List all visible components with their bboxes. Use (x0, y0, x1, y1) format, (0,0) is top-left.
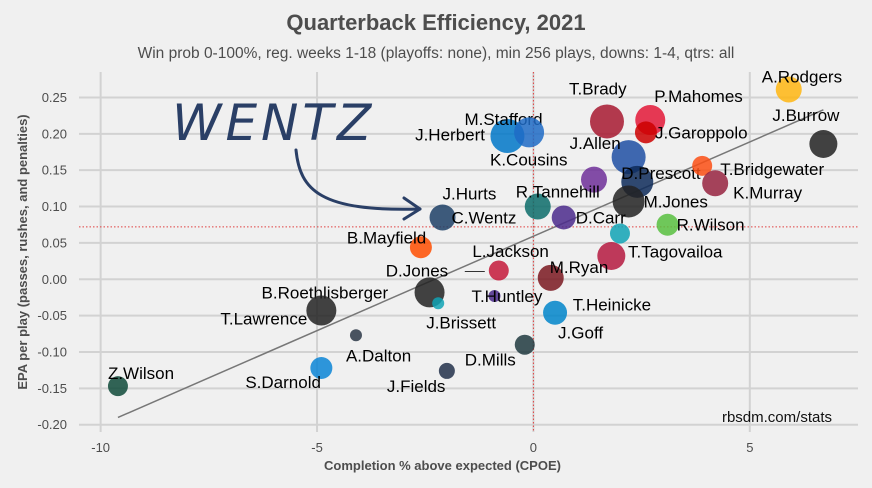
point-label: A.Rodgers (762, 67, 842, 86)
x-tick-label: 5 (746, 440, 753, 455)
data-point (612, 185, 645, 218)
data-point (488, 290, 501, 302)
data-point (310, 357, 333, 379)
point-label: D.Carr (576, 208, 626, 227)
point-label: J.Allen (570, 134, 621, 153)
point-label: K.Murray (733, 183, 802, 202)
point-label: J.Burrow (772, 106, 840, 125)
data-point (432, 297, 445, 310)
x-tick-label: -5 (311, 440, 323, 455)
y-tick-label: -0.20 (37, 417, 67, 432)
data-point (611, 140, 646, 175)
data-point (589, 104, 624, 139)
y-tick-label: 0.20 (42, 126, 67, 141)
data-point (543, 300, 568, 325)
chart-subtitle: Win prob 0-100%, reg. weeks 1-18 (playof… (137, 45, 735, 62)
point-label: P.Mahomes (654, 87, 743, 106)
y-tick-label: 0.10 (42, 199, 67, 214)
point-label: L.Jackson (472, 242, 549, 261)
data-point (514, 117, 545, 148)
point-label: J.Garoppolo (655, 123, 748, 142)
data-point (107, 376, 128, 397)
point-label: J.Fields (387, 377, 446, 396)
point-label: C.Wentz (452, 208, 517, 227)
point-label: T.Bridgewater (720, 160, 824, 179)
credit-text: rbsdm.com/stats (722, 409, 832, 426)
y-tick-label: -0.15 (37, 381, 67, 396)
point-label: T.Lawrence (220, 310, 307, 329)
data-point (634, 121, 657, 144)
handwritten-annotation: WENTZ (172, 94, 375, 152)
y-tick-label: 0.25 (42, 90, 67, 105)
point-label: K.Cousins (490, 151, 567, 170)
data-point (597, 242, 626, 270)
y-tick-label: 0.15 (42, 163, 67, 178)
point-label: D.Prescott (621, 164, 701, 183)
point-label: D.Jones (386, 262, 448, 281)
point-label: J.Herbert (415, 125, 485, 144)
chart-title: Quarterback Efficiency, 2021 (286, 10, 586, 35)
data-point (581, 166, 608, 193)
annotation-arrow (294, 148, 422, 211)
point-label: J.Goff (558, 324, 603, 343)
point-label: R.Tannehill (516, 183, 600, 202)
point-label: Z.Wilson (108, 364, 174, 383)
point-label: J.Brissett (426, 313, 496, 332)
data-point (429, 204, 456, 231)
y-tick-label: 0.05 (42, 235, 67, 250)
x-tick-label: -10 (91, 440, 110, 455)
y-axis-title: EPA per play (passes, rushes, and penalt… (15, 114, 30, 389)
data-point (809, 130, 838, 158)
data-point (692, 155, 713, 176)
trend-line (117, 109, 824, 419)
point-label: M.Jones (644, 192, 708, 211)
data-point (514, 334, 535, 355)
point-label: R.Wilson (677, 216, 745, 235)
data-point (438, 362, 455, 379)
data-point (409, 236, 432, 259)
point-label: A.Dalton (346, 346, 411, 365)
data-point (551, 205, 576, 230)
y-tick-label: 0.00 (42, 272, 67, 287)
data-point (656, 213, 679, 236)
point-label: T.Huntley (471, 287, 542, 306)
data-point (609, 223, 630, 244)
point-label: T.Tagovailoa (628, 242, 723, 261)
point-label: B.Mayfield (347, 228, 426, 247)
point-label: J.Hurts (443, 184, 497, 203)
point-label: S.Darnold (245, 373, 321, 392)
data-point (306, 295, 337, 326)
x-axis-title: Completion % above expected (CPOE) (324, 458, 561, 473)
data-point (775, 76, 802, 103)
data-point (702, 170, 729, 197)
data-point (524, 193, 551, 220)
point-label: M.Ryan (550, 258, 609, 277)
data-point (537, 264, 564, 291)
annotation-arrowhead (402, 196, 422, 221)
y-tick-label: -0.10 (37, 345, 67, 360)
point-label: B.Roethlisberger (262, 283, 389, 302)
y-tick-label: -0.05 (37, 308, 67, 323)
x-tick-label: 0 (530, 440, 537, 455)
point-label: D.Mills (465, 351, 516, 370)
data-point (488, 260, 509, 281)
point-label: T.Brady (569, 79, 627, 98)
data-point (349, 329, 362, 342)
point-label: T.Heinicke (573, 295, 651, 314)
